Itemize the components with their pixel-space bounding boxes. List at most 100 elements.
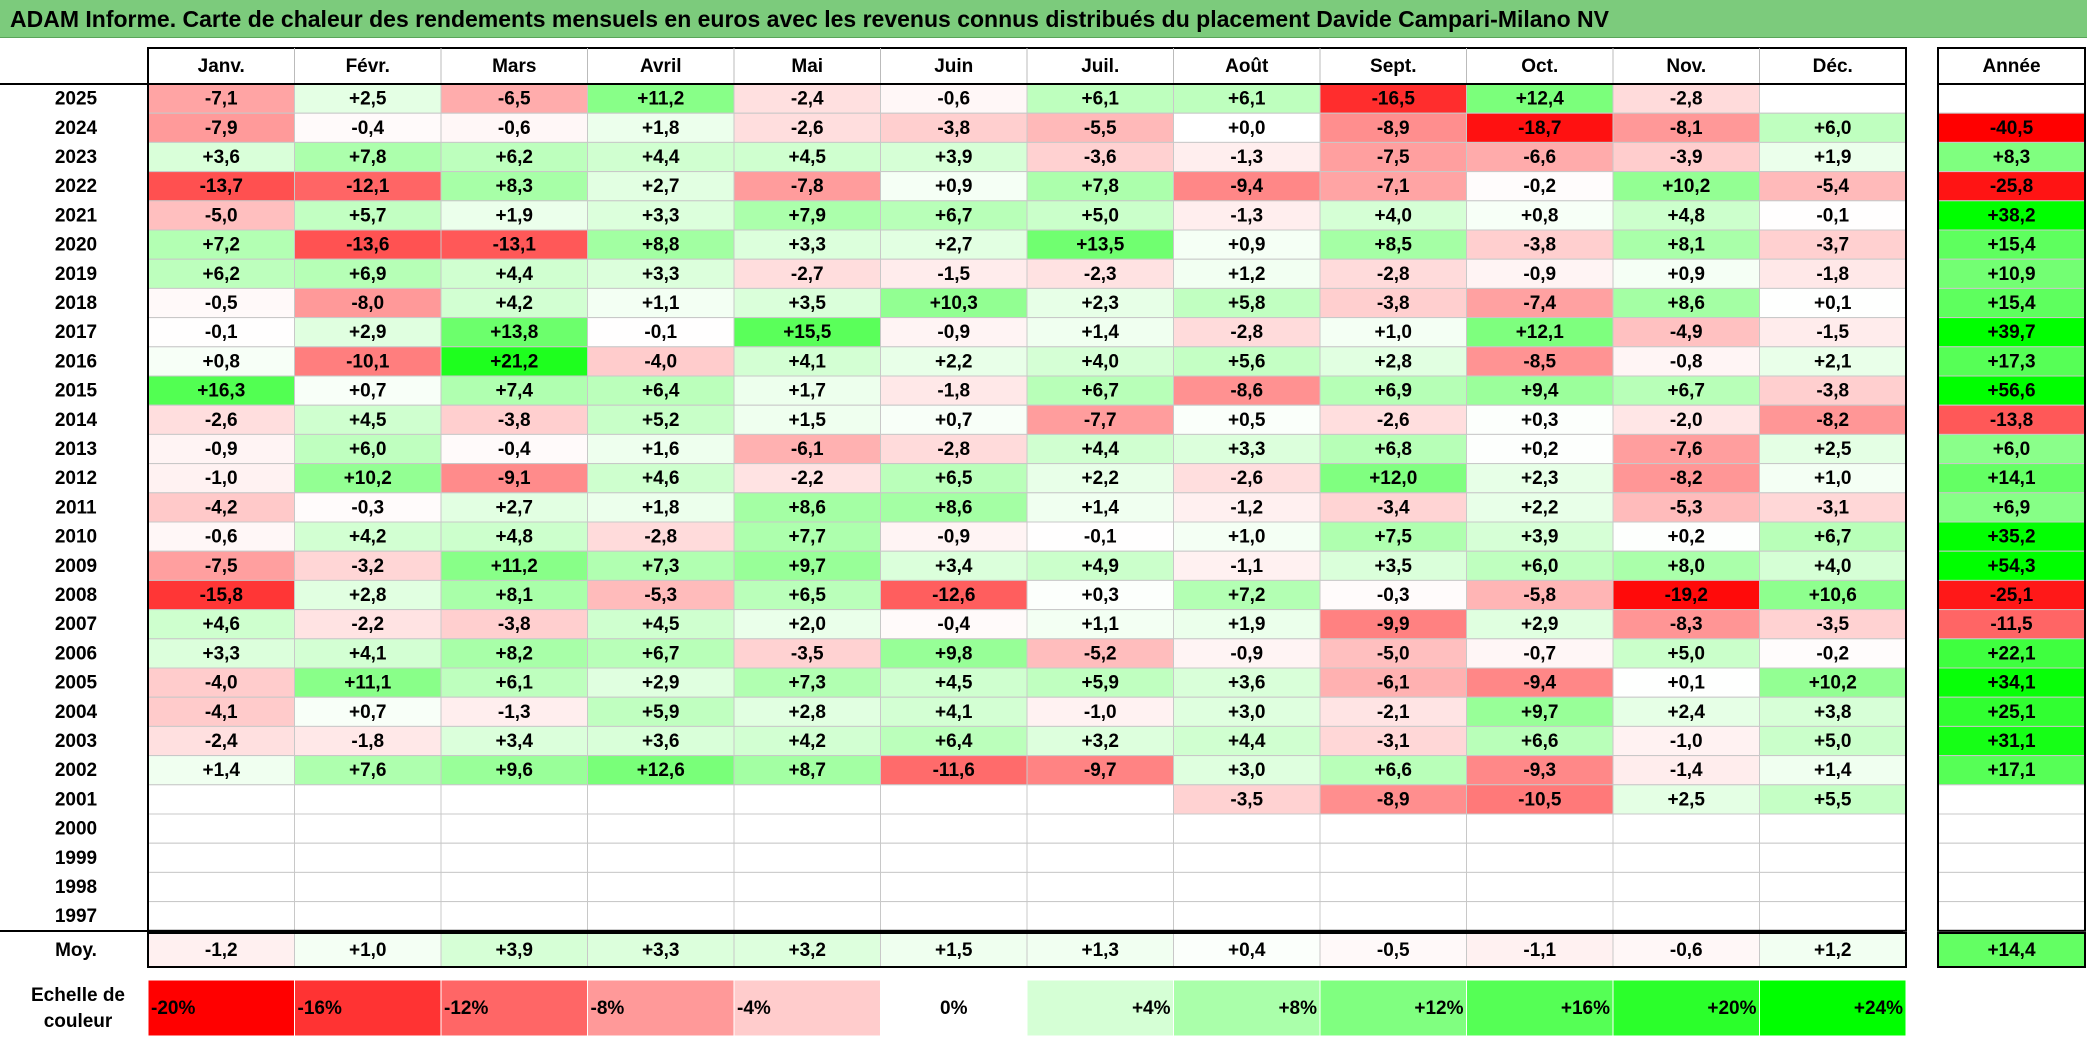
heatmap-cell-value: -1,8 (937, 381, 970, 402)
heatmap-cell (1026, 813, 1174, 844)
heatmap-cell-value: +2,5 (1814, 439, 1852, 460)
heatmap-cell-value: -2,4 (205, 731, 238, 752)
heatmap-cell (1466, 141, 1614, 173)
heatmap-cell-value: -0,8 (1670, 351, 1703, 372)
heatmap-cell-value: +3,5 (1374, 556, 1412, 577)
year-label-2002: 2002 (55, 760, 97, 781)
heatmap-cell (1026, 258, 1174, 289)
heatmap-cell (294, 287, 442, 319)
heatmap-cell (1612, 784, 1760, 815)
heatmap-cell (1319, 287, 1467, 319)
heatmap-cell-value: -3,7 (1816, 235, 1849, 256)
scale-swatch (880, 979, 1028, 1037)
heatmap-cell-value: +0,9 (1228, 235, 1266, 256)
heatmap-cell-value: +4,9 (1081, 556, 1119, 577)
annual-cell-value: +31,1 (1987, 731, 2036, 752)
heatmap-cell (147, 433, 295, 465)
heatmap-cell (440, 200, 588, 231)
heatmap-cell (1319, 725, 1467, 757)
heatmap-cell (587, 83, 735, 114)
heatmap-cell-value: +12,4 (1516, 89, 1565, 110)
heatmap-cell-value: +6,7 (1814, 527, 1852, 548)
heatmap-cell-value: +8,6 (788, 497, 826, 518)
heatmap-cell-value: +6,5 (935, 468, 973, 489)
heatmap-cell-value: -2,1 (1377, 702, 1410, 723)
heatmap-cell (147, 492, 295, 523)
heatmap-cell (440, 112, 588, 143)
heatmap-cell (1173, 813, 1321, 844)
heatmap-cell (1319, 579, 1467, 611)
heatmap-cell (1026, 871, 1174, 903)
heatmap-cell-value: -2,6 (1230, 468, 1263, 489)
heatmap-cell-value: -0,2 (1523, 176, 1556, 197)
heatmap-cell-value: +4,0 (1374, 205, 1412, 226)
heatmap-cell-value: -6,1 (791, 439, 824, 460)
heatmap-cell-value: -0,9 (1523, 264, 1556, 285)
annual-cell-value: +6,9 (1993, 497, 2031, 518)
heatmap-cell-value: -0,1 (1816, 205, 1849, 226)
heatmap-cell (1612, 521, 1760, 552)
annual-cell-value: +17,1 (1987, 760, 2036, 781)
heatmap-cell (1759, 171, 1907, 202)
annual-cell (1937, 609, 2086, 640)
heatmap-cell (1466, 813, 1614, 844)
heatmap-cell-value: +10,3 (930, 293, 978, 314)
heatmap-cell (733, 287, 881, 319)
heatmap-cell-value: +2,9 (642, 673, 680, 694)
month-header-11: Nov. (1666, 56, 1706, 77)
heatmap-cell-value: -5,5 (1084, 118, 1117, 139)
heatmap-cell-value: -8,2 (1670, 468, 1703, 489)
year-label-2005: 2005 (55, 673, 98, 694)
annual-cell-value: -40,5 (1990, 118, 2034, 139)
heatmap-cell (440, 287, 588, 319)
heatmap-cell (1466, 638, 1614, 669)
heatmap-cell (1759, 375, 1907, 406)
heatmap-cell (733, 871, 881, 903)
year-label-1998: 1998 (55, 877, 97, 898)
heatmap-cell (1466, 317, 1614, 348)
heatmap-cell-value: -5,3 (1670, 497, 1703, 518)
annual-cell-value: -13,8 (1990, 410, 2033, 431)
heatmap-cell (1612, 842, 1760, 873)
heatmap-cell-value: -10,5 (1518, 789, 1562, 810)
annual-cell (1937, 287, 2086, 319)
scale-swatch (1466, 979, 1614, 1037)
heatmap-cell-value: +8,6 (935, 497, 973, 518)
heatmap-cell-value: -9,7 (1084, 760, 1117, 781)
heatmap-cell-value: +0,2 (1667, 527, 1705, 548)
heatmap-cell-value: -4,0 (205, 673, 238, 694)
heatmap-cell-value: +1,9 (1814, 147, 1852, 168)
annual-cell-value: -25,8 (1990, 176, 2033, 197)
heatmap-cell (1466, 171, 1614, 202)
annual-cell (1937, 171, 2086, 202)
heatmap-cell-value: -13,6 (346, 235, 389, 256)
heatmap-cell (587, 842, 735, 873)
heatmap-cell (733, 317, 881, 348)
heatmap-cell-value: -0,6 (937, 89, 970, 110)
heatmap-cell (147, 609, 295, 640)
heatmap-cell-value: +8,1 (1667, 235, 1705, 256)
heatmap-cell (1026, 229, 1174, 260)
heatmap-cell-value: +2,3 (1081, 293, 1119, 314)
annual-cell (1937, 813, 2086, 844)
year-label-2001: 2001 (55, 789, 98, 810)
heatmap-cell (1759, 725, 1907, 757)
heatmap-cell-value: +9,6 (495, 760, 533, 781)
year-label-2025: 2025 (55, 89, 98, 110)
heatmap-cell-value: -3,5 (791, 643, 824, 664)
heatmap-cell-value: -1,3 (1230, 147, 1263, 168)
average-cell (1319, 932, 1467, 968)
heatmap-cell-value: +12,0 (1369, 468, 1417, 489)
heatmap-cell-value: +6,6 (1521, 731, 1559, 752)
heatmap-cell-value: +1,0 (1374, 322, 1412, 343)
heatmap-cell (1026, 141, 1174, 173)
heatmap-cell-value: -4,0 (644, 351, 677, 372)
heatmap-cell-value: -3,8 (1816, 381, 1849, 402)
heatmap-cell (1759, 842, 1907, 873)
heatmap-cell (440, 521, 588, 552)
heatmap-cell (294, 813, 442, 844)
heatmap-cell-value: +1,9 (1228, 614, 1266, 635)
heatmap-cell-value: -2,0 (1670, 410, 1703, 431)
heatmap-cell-value: +0,2 (1521, 439, 1559, 460)
heatmap-cell (733, 463, 881, 494)
